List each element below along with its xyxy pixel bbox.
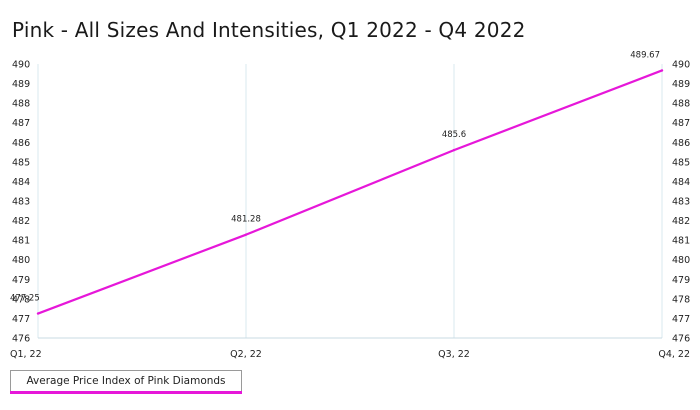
data-label: 481.28 (231, 215, 261, 225)
y-tick-label-right: 477 (672, 314, 690, 325)
data-point[interactable] (660, 69, 664, 72)
x-axis-ticks: Q1, 22 Q2, 22 Q3, 22 Q4, 22 (10, 349, 690, 360)
y-axis-right-ticks: 476 477 478 479 480 481 482 483 484 485 486 487 488 4… (672, 60, 690, 345)
series-layer (36, 69, 664, 315)
data-label: 477.25 (10, 294, 40, 304)
y-tick-label-left: 481 (12, 236, 30, 247)
y-tick-label-right: 476 (672, 334, 690, 345)
data-point[interactable] (36, 312, 40, 315)
legend-label: Average Price Index of Pink Diamonds (26, 375, 226, 387)
x-tick-label: Q1, 22 (10, 349, 42, 360)
data-labels: 477.25 481.28 485.6 489.67 (10, 50, 660, 303)
y-tick-label-right: 489 (672, 79, 690, 90)
y-tick-label-left: 482 (12, 216, 30, 227)
x-tick-label: Q2, 22 (230, 349, 262, 360)
y-tick-label-right: 481 (672, 236, 690, 247)
grid (37, 64, 663, 338)
legend-item[interactable]: Average Price Index of Pink Diamonds (10, 370, 242, 394)
y-tick-label-left: 490 (12, 60, 30, 71)
y-tick-label-right: 485 (672, 157, 690, 168)
y-tick-label-left: 480 (12, 255, 30, 266)
y-tick-label-left: 488 (12, 99, 30, 110)
y-tick-label-left: 489 (12, 79, 30, 90)
y-tick-label-right: 484 (672, 177, 690, 188)
y-tick-label-left: 484 (12, 177, 30, 188)
series-line (36, 69, 664, 315)
data-point[interactable] (244, 233, 248, 236)
y-tick-label-right: 483 (672, 197, 690, 208)
y-tick-label-right: 487 (672, 118, 690, 129)
legend-color-swatch (10, 391, 242, 394)
y-tick-label-right: 478 (672, 294, 690, 305)
y-tick-label-left: 478 (12, 294, 30, 305)
y-tick-label-left: 486 (12, 138, 30, 149)
x-tick-label: Q4, 22 (658, 349, 690, 360)
y-tick-label-right: 479 (672, 275, 690, 286)
y-axis-left-ticks: 476 477 478 479 480 481 482 483 484 485 486 487 488 4… (12, 60, 30, 345)
data-label: 489.67 (630, 50, 660, 60)
data-label: 485.6 (442, 130, 466, 140)
y-tick-label-right: 482 (672, 216, 690, 227)
y-tick-label-left: 476 (12, 334, 30, 345)
y-tick-label-left: 479 (12, 275, 30, 286)
y-tick-label-left: 483 (12, 197, 30, 208)
y-tick-label-right: 486 (672, 138, 690, 149)
x-tick-label: Q3, 22 (438, 349, 470, 360)
y-tick-label-right: 480 (672, 255, 690, 266)
y-tick-label-right: 488 (672, 99, 690, 110)
y-tick-label-right: 490 (672, 60, 690, 71)
y-tick-label-left: 477 (12, 314, 30, 325)
y-tick-label-left: 487 (12, 118, 30, 129)
data-point[interactable] (452, 148, 456, 152)
chart-title: Pink - All Sizes And Intensities, Q1 202… (12, 18, 526, 42)
y-tick-label-left: 485 (12, 157, 30, 168)
